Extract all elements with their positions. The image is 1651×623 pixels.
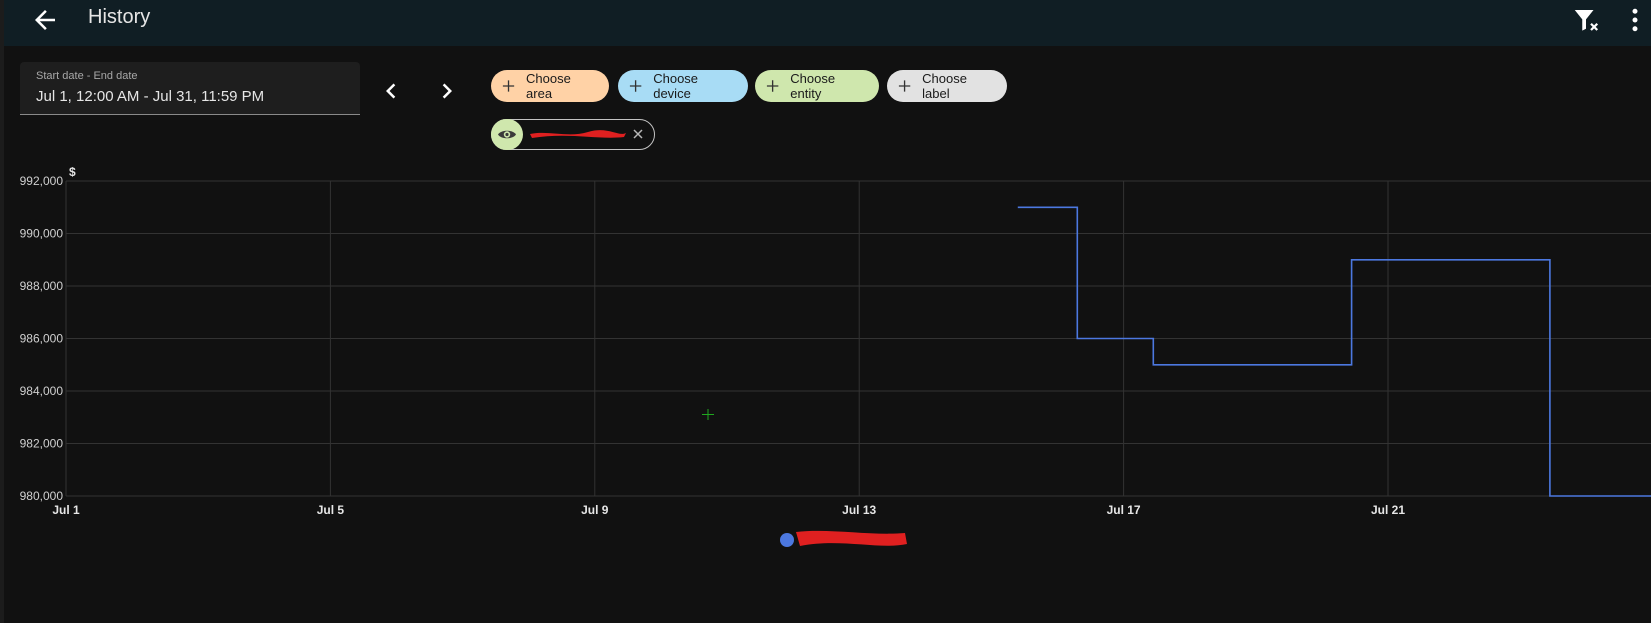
plus-icon — [629, 80, 642, 92]
window-edge — [0, 0, 4, 623]
x-tick-label: Jul 17 — [1107, 503, 1141, 517]
chevron-right-icon — [442, 83, 452, 99]
y-tick-label: 992,000 — [20, 174, 64, 188]
y-axis-unit: $ — [69, 165, 76, 179]
choose-label-label: Choose label — [922, 71, 967, 101]
legend-marker — [780, 533, 794, 547]
y-tick-label: 988,000 — [20, 279, 64, 293]
y-tick-label: 984,000 — [20, 384, 64, 398]
choose-device-button[interactable]: Choose device — [618, 70, 748, 102]
overflow-menu-button[interactable] — [1620, 5, 1650, 35]
choose-label-button[interactable]: Choose label — [887, 70, 1007, 102]
filter-remove-icon — [1574, 10, 1599, 31]
crosshair-cursor — [702, 409, 714, 420]
date-range-picker[interactable]: Start date - End date Jul 1, 12:00 AM - … — [20, 62, 360, 115]
choose-area-label: Choose area — [526, 71, 571, 101]
choose-entity-label: Choose entity — [790, 71, 836, 101]
x-tick-label: Jul 9 — [581, 503, 609, 517]
selected-entity-chip[interactable] — [491, 119, 655, 150]
redacted-legend-label — [796, 530, 907, 546]
y-tick-label: 980,000 — [20, 489, 64, 503]
choose-device-label: Choose device — [653, 71, 699, 101]
x-tick-label: Jul 13 — [842, 503, 876, 517]
close-icon[interactable] — [631, 127, 645, 141]
legend[interactable] — [780, 530, 907, 547]
y-tick-label: 990,000 — [20, 227, 64, 241]
x-tick-label: Jul 5 — [317, 503, 345, 517]
date-range-label: Start date - End date — [36, 70, 138, 82]
plus-icon — [502, 80, 515, 92]
redacted-entity-name — [530, 130, 626, 138]
entity-icon-badge — [491, 119, 523, 150]
chevron-left-icon — [386, 83, 396, 99]
y-tick-label: 982,000 — [20, 437, 64, 451]
x-tick-label: Jul 1 — [52, 503, 80, 517]
y-tick-label: 986,000 — [20, 332, 64, 346]
history-chart[interactable]: 992,000 990,000 988,000 986,000 984,000 982,0… — [0, 160, 1651, 560]
choose-area-button[interactable]: Choose area — [491, 70, 609, 102]
next-period-button[interactable] — [432, 76, 462, 106]
clear-filters-button[interactable] — [1571, 5, 1601, 35]
choose-entity-button[interactable]: Choose entity — [755, 70, 879, 102]
app-header: History — [4, 0, 1651, 46]
previous-period-button[interactable] — [376, 76, 406, 106]
back-button[interactable] — [30, 5, 60, 35]
date-range-value: Jul 1, 12:00 AM - Jul 31, 11:59 PM — [36, 88, 265, 105]
plus-icon — [766, 80, 779, 92]
dots-vertical-icon — [1632, 8, 1638, 32]
eye-icon — [498, 130, 516, 139]
plus-icon — [898, 80, 911, 92]
series-line[interactable] — [1017, 206, 1651, 497]
arrow-left-icon — [35, 10, 55, 30]
x-tick-label: Jul 21 — [1371, 503, 1405, 517]
page-title: History — [88, 6, 151, 28]
